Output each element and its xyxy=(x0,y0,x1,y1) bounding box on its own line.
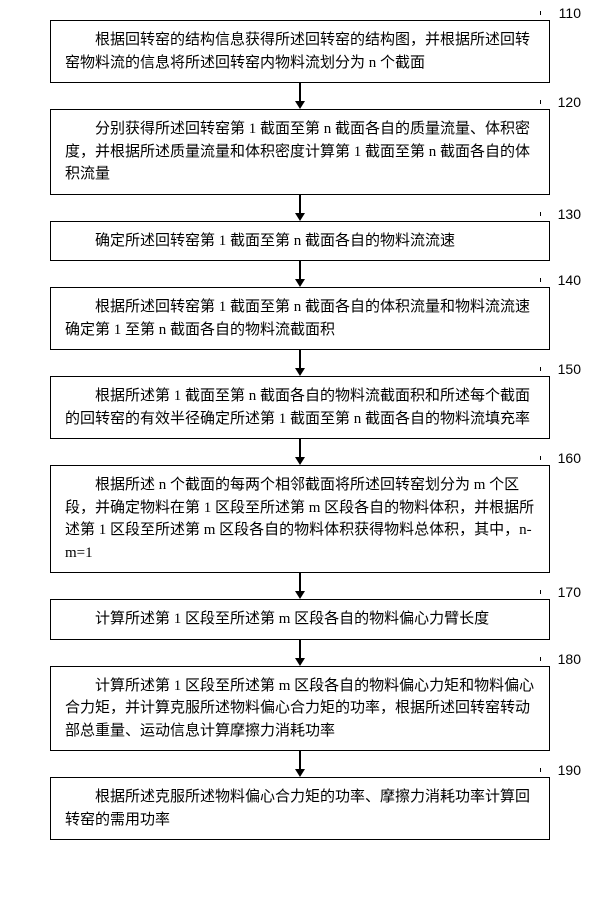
flowchart-container: 110根据回转窑的结构信息获得所述回转窑的结构图，并根据所述回转窑物料流的信息将… xyxy=(30,20,570,840)
flow-arrow xyxy=(295,640,305,666)
step-text: 根据所述第 1 截面至第 n 截面各自的物料流截面积和所述每个截面的回转窑的有效… xyxy=(65,388,530,427)
step-text: 根据回转窑的结构信息获得所述回转窑的结构图，并根据所述回转窑物料流的信息将所述回… xyxy=(65,32,530,71)
flow-step-160: 160根据所述 n 个截面的每两个相邻截面将所述回转窑划分为 m 个区段，并确定… xyxy=(50,465,550,573)
flow-step-120: 120分别获得所述回转窑第 1 截面至第 n 截面各自的质量流量、体积密度，并根… xyxy=(50,109,550,195)
step-text: 根据所述回转窑第 1 截面至第 n 截面各自的体积流量和物料流流速确定第 1 至… xyxy=(65,299,530,338)
label-connector xyxy=(540,367,541,371)
flow-arrow xyxy=(295,83,305,109)
step-text: 计算所述第 1 区段至所述第 m 区段各自的物料偏心力矩和物料偏心合力矩，并计算… xyxy=(65,678,534,739)
step-label: 140 xyxy=(558,270,581,291)
flow-arrow xyxy=(295,350,305,376)
label-connector xyxy=(540,278,541,282)
label-connector xyxy=(540,456,541,460)
flow-step-130: 130确定所述回转窑第 1 截面至第 n 截面各自的物料流流速 xyxy=(50,221,550,262)
flow-step-150: 150根据所述第 1 截面至第 n 截面各自的物料流截面积和所述每个截面的回转窑… xyxy=(50,376,550,439)
flow-step-170: 170计算所述第 1 区段至所述第 m 区段各自的物料偏心力臂长度 xyxy=(50,599,550,640)
step-text: 计算所述第 1 区段至所述第 m 区段各自的物料偏心力臂长度 xyxy=(95,611,489,627)
label-connector xyxy=(540,11,541,15)
flow-step-190: 190根据所述克服所述物料偏心合力矩的功率、摩擦力消耗功率计算回转窑的需用功率 xyxy=(50,777,550,840)
flow-step-180: 180计算所述第 1 区段至所述第 m 区段各自的物料偏心力矩和物料偏心合力矩，… xyxy=(50,666,550,752)
step-text: 根据所述克服所述物料偏心合力矩的功率、摩擦力消耗功率计算回转窑的需用功率 xyxy=(65,789,530,828)
step-text: 确定所述回转窑第 1 截面至第 n 截面各自的物料流流速 xyxy=(95,233,455,249)
label-connector xyxy=(540,590,541,594)
step-label: 170 xyxy=(558,582,581,603)
step-label: 160 xyxy=(558,448,581,469)
step-label: 180 xyxy=(558,649,581,670)
step-text: 根据所述 n 个截面的每两个相邻截面将所述回转窑划分为 m 个区段，并确定物料在… xyxy=(65,477,534,561)
step-label: 130 xyxy=(558,204,581,225)
step-label: 120 xyxy=(558,92,581,113)
flow-arrow xyxy=(295,261,305,287)
step-text: 分别获得所述回转窑第 1 截面至第 n 截面各自的质量流量、体积密度，并根据所述… xyxy=(65,121,530,182)
step-label: 150 xyxy=(558,359,581,380)
flow-arrow xyxy=(295,573,305,599)
flow-arrow xyxy=(295,439,305,465)
step-label: 190 xyxy=(558,760,581,781)
flow-step-140: 140根据所述回转窑第 1 截面至第 n 截面各自的体积流量和物料流流速确定第 … xyxy=(50,287,550,350)
flow-arrow xyxy=(295,751,305,777)
label-connector xyxy=(540,212,541,216)
label-connector xyxy=(540,657,541,661)
flow-arrow xyxy=(295,195,305,221)
label-connector xyxy=(540,768,541,772)
step-label: 110 xyxy=(559,3,581,24)
flow-step-110: 110根据回转窑的结构信息获得所述回转窑的结构图，并根据所述回转窑物料流的信息将… xyxy=(50,20,550,83)
label-connector xyxy=(540,100,541,104)
